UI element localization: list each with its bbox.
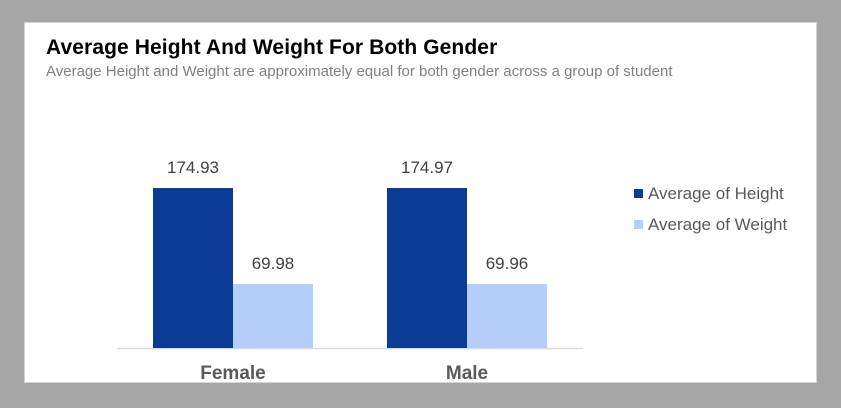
data-label-female-height: 174.93	[167, 158, 219, 177]
data-label-male-weight: 69.96	[486, 254, 529, 273]
bar-male-height	[387, 188, 467, 348]
legend-swatch-height	[634, 189, 643, 198]
bar-female-weight	[233, 284, 313, 348]
legend: Average of Height Average of Weight	[634, 178, 787, 240]
category-label-female: Female	[200, 363, 265, 384]
legend-label-height: Average of Height	[648, 183, 784, 203]
legend-swatch-weight	[634, 220, 643, 229]
chart-subtitle: Average Height and Weight are approximat…	[46, 63, 673, 80]
legend-label-weight: Average of Weight	[648, 214, 788, 234]
data-label-female-weight: 69.98	[252, 254, 295, 273]
bar-chart: 174.93 69.98 Female 174.97 69.96 Male	[117, 158, 583, 384]
data-label-male-height: 174.97	[401, 158, 453, 177]
legend-item-weight: Average of Weight	[634, 209, 787, 240]
category-label-male: Male	[446, 363, 488, 384]
chart-card: Average Height And Weight For Both Gende…	[24, 22, 817, 384]
bar-male-weight	[467, 284, 547, 348]
chart-title: Average Height And Weight For Both Gende…	[46, 36, 498, 59]
bar-female-height	[153, 188, 233, 348]
legend-item-height: Average of Height	[634, 178, 787, 209]
